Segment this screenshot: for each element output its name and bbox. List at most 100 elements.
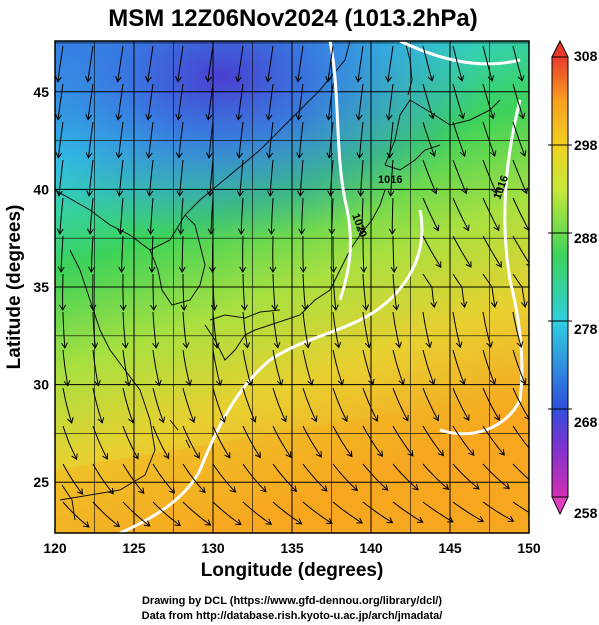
streamline [182, 311, 188, 348]
streamline [122, 425, 139, 459]
streamline-arrowhead [285, 451, 292, 459]
streamline [152, 349, 160, 386]
streamline-arrowhead [205, 114, 213, 121]
streamline [269, 159, 274, 196]
streamline [387, 45, 394, 82]
streamline-arrowhead [85, 76, 92, 83]
streamline-arrowhead [163, 452, 170, 460]
streamline [512, 425, 529, 449]
streamline [58, 159, 64, 196]
streamline-arrowhead [295, 114, 303, 121]
streamline [152, 387, 164, 423]
streamline [422, 121, 435, 157]
streamline-arrowhead [236, 152, 243, 159]
y-tick-label: 45 [33, 84, 49, 100]
streamline [392, 463, 419, 491]
streamline-arrowhead [433, 224, 440, 232]
streamline-arrowhead [498, 449, 505, 456]
streamline [212, 273, 215, 311]
streamline-arrowhead [89, 304, 97, 311]
streamline [211, 235, 214, 273]
streamline-arrowhead [385, 114, 393, 121]
streamline [482, 311, 492, 348]
streamline [332, 501, 363, 524]
credit-line-1: Drawing by DCL (https://www.gfd-dennou.o… [142, 595, 442, 607]
streamline-arrowhead [521, 301, 528, 308]
streamline [512, 159, 528, 194]
streamline [62, 425, 78, 460]
streamline [92, 501, 120, 527]
isobars [119, 41, 524, 533]
streamline-arrowhead [489, 150, 497, 157]
streamline-arrowhead [204, 519, 212, 526]
streamline [452, 425, 475, 456]
x-tick-label: 150 [517, 540, 541, 556]
streamline [148, 159, 154, 196]
streamline-arrowhead [77, 488, 84, 495]
streamline [512, 197, 529, 231]
streamline-arrowhead [176, 190, 184, 197]
streamline [152, 463, 175, 494]
streamline-arrowhead [460, 301, 468, 309]
streamline [92, 425, 108, 460]
streamline [512, 463, 529, 481]
streamline [212, 425, 231, 459]
streamline [422, 273, 435, 308]
streamline [180, 197, 184, 234]
streamline-arrowhead [493, 414, 500, 421]
streamline [392, 501, 423, 523]
streamline [422, 425, 444, 456]
streamline-arrowhead [268, 228, 275, 235]
y-tick-label: 30 [33, 377, 49, 393]
streamline-arrowhead [487, 75, 495, 82]
streamline [242, 349, 252, 386]
streamline [392, 273, 398, 310]
streamline-arrowhead [215, 379, 223, 387]
streamline [267, 45, 274, 82]
streamline-arrowhead [175, 76, 182, 83]
streamline-arrowhead [524, 416, 529, 420]
isobar-north [399, 41, 521, 66]
streamline-arrowhead [433, 414, 440, 422]
x-tick-label: 120 [43, 540, 67, 556]
streamline-arrowhead [299, 266, 307, 273]
streamline [392, 236, 395, 273]
streamline [331, 197, 334, 235]
streamline [361, 197, 364, 235]
colorbar-scale [551, 56, 569, 498]
streamline-arrowhead [143, 520, 151, 527]
colorbar-label: 278 [574, 321, 598, 337]
streamline-arrowhead [341, 415, 348, 423]
streamline [358, 121, 364, 158]
streamline [152, 501, 181, 526]
streamline-arrowhead [254, 451, 261, 459]
x-tick-label: 140 [359, 540, 383, 556]
streamline [122, 501, 151, 527]
streamline-arrowhead [529, 449, 535, 455]
streamline [452, 83, 464, 119]
streamline [302, 463, 328, 492]
streamline [422, 387, 439, 421]
streamline-arrowhead [71, 453, 78, 461]
streamline [302, 349, 313, 386]
streamline [392, 311, 401, 348]
streamline-arrowhead [85, 114, 92, 121]
streamline-arrowhead [132, 452, 139, 460]
streamline [242, 501, 272, 525]
streamline [62, 463, 83, 495]
streamline-arrowhead [516, 341, 524, 348]
streamline [178, 121, 184, 158]
streamline [327, 45, 334, 82]
streamline-arrowhead [325, 76, 332, 83]
streamline [150, 197, 154, 234]
streamline-arrowhead [224, 451, 231, 459]
streamline [362, 311, 370, 348]
streamline [182, 387, 195, 423]
colorbar-label: 298 [574, 137, 598, 153]
streamline-arrowhead [63, 380, 71, 387]
streamline-arrowhead [235, 519, 242, 526]
streamline-arrowhead [265, 114, 273, 121]
streamline [512, 387, 529, 420]
streamline [60, 235, 64, 272]
streamline-arrowhead [265, 518, 273, 525]
